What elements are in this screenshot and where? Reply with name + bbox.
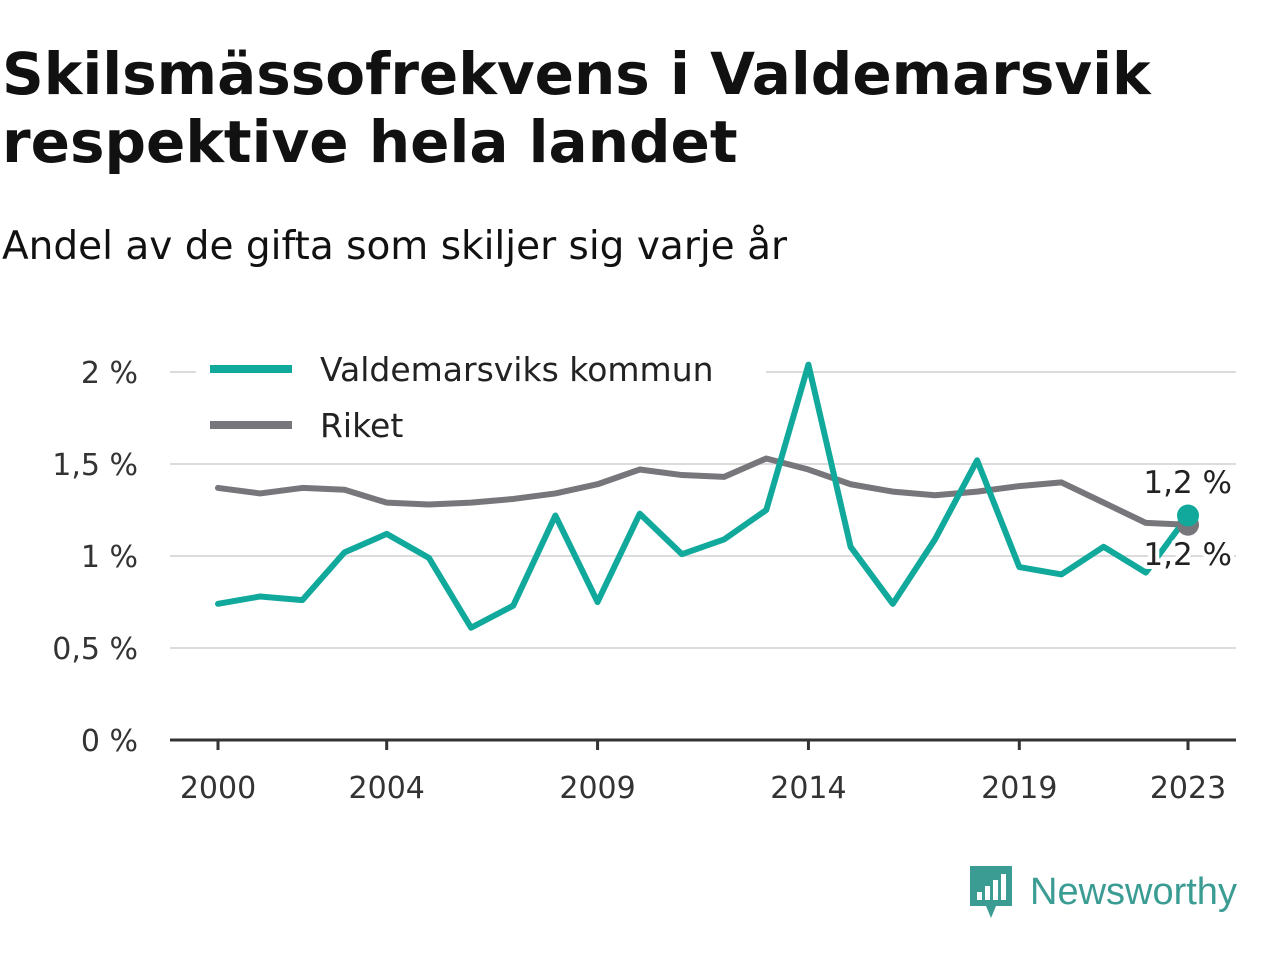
x-tick-label: 2009 [559, 771, 635, 806]
series-line-riket [215, 455, 1191, 528]
x-tick-label: 2014 [770, 771, 846, 806]
legend-label: Riket [320, 406, 403, 445]
legend: Valdemarsviks kommun Riket [196, 345, 766, 455]
end-label: 1,2 % [1143, 537, 1232, 573]
y-tick-label: 2 % [81, 356, 138, 391]
brand-logo: Newsworthy [966, 862, 1237, 922]
series-lines [215, 361, 1199, 631]
chart-subtitle: Andel av de gifta som skiljer sig varje … [2, 224, 788, 269]
y-tick-label: 0 % [81, 724, 138, 759]
end-label: 1,2 % [1143, 465, 1232, 501]
chart-title: Skilsmässofrekvens i Valdemarsvik respek… [2, 40, 1151, 176]
series-line-valdemarsvik [215, 361, 1191, 631]
y-tick-label: 1,5 % [52, 448, 138, 483]
legend-background [196, 345, 766, 455]
legend-label: Valdemarsviks kommun [320, 350, 714, 389]
x-tick-label: 2019 [981, 771, 1057, 806]
newsworthy-logo-icon [970, 866, 1012, 918]
end-labels: 1,2 % 1,2 % [1139, 461, 1236, 577]
series-end-point [1177, 504, 1199, 527]
y-tick-label: 0,5 % [52, 632, 138, 667]
x-tick-label: 2004 [349, 771, 425, 806]
y-tick-label: 1 % [81, 540, 138, 575]
y-axis-labels: 0 % 0,5 % 1 % 1,5 % 2 % [52, 356, 138, 759]
brand-name: Newsworthy [1030, 870, 1237, 913]
x-tick-label: 2023 [1150, 771, 1226, 806]
x-axis: 2000 2004 2009 2014 2019 2023 [170, 738, 1236, 806]
x-tick-label: 2000 [180, 771, 256, 806]
